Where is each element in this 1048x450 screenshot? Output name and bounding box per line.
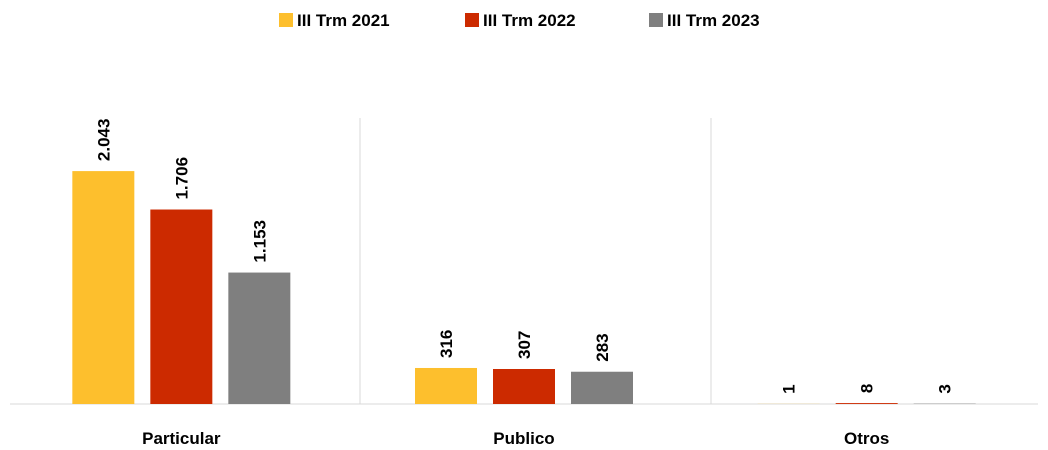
data-label: 1 — [780, 384, 799, 393]
data-label: 1.706 — [172, 157, 191, 200]
legend-swatch — [279, 13, 293, 27]
bar — [150, 209, 213, 404]
data-label: 3 — [936, 384, 955, 393]
data-label: 316 — [437, 330, 456, 358]
legend-label: III Trm 2023 — [667, 11, 760, 30]
x-tick-label: Publico — [493, 429, 554, 448]
bar — [571, 371, 633, 404]
legend-swatch — [649, 13, 663, 27]
data-label: 2.043 — [94, 119, 113, 162]
data-label: 1.153 — [250, 220, 269, 263]
legend-label: III Trm 2022 — [483, 11, 576, 30]
bar — [415, 367, 477, 404]
x-tick-label: Particular — [142, 429, 221, 448]
bar — [493, 369, 555, 404]
bar — [228, 272, 291, 404]
legend-label: III Trm 2021 — [297, 11, 390, 30]
bar — [72, 171, 135, 404]
x-tick-label: Otros — [844, 429, 889, 448]
data-label: 307 — [515, 331, 534, 359]
bar — [835, 403, 898, 404]
legend-swatch — [465, 13, 479, 27]
data-label: 283 — [593, 333, 612, 361]
data-label: 8 — [858, 384, 877, 393]
